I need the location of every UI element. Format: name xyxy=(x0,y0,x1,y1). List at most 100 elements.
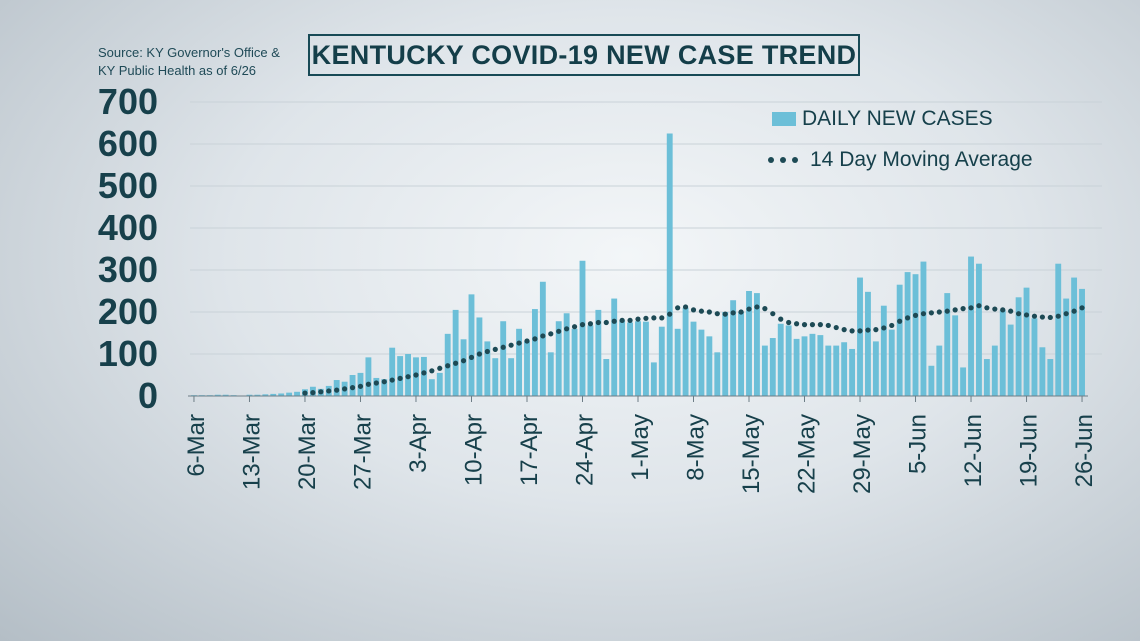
daily-case-bar xyxy=(785,325,792,396)
daily-case-bar xyxy=(468,294,475,396)
moving-average-point xyxy=(492,346,498,352)
moving-average-point xyxy=(508,342,514,348)
daily-case-bar xyxy=(1039,347,1046,396)
daily-case-bar xyxy=(817,335,824,396)
moving-average-point xyxy=(667,311,673,317)
moving-average-point xyxy=(659,315,665,321)
daily-case-bar xyxy=(857,277,863,396)
moving-average-point xyxy=(889,322,895,329)
moving-average-point xyxy=(1063,311,1069,317)
moving-average-point xyxy=(960,306,966,312)
daily-case-bar xyxy=(872,341,879,396)
daily-case-bar xyxy=(968,256,974,396)
source-note: Source: KY Governor's Office & KY Public… xyxy=(98,44,280,80)
daily-case-bar xyxy=(603,359,610,396)
moving-average-point xyxy=(968,305,974,311)
x-tick-label: 20-Mar xyxy=(294,414,321,490)
daily-case-bar xyxy=(246,394,253,396)
daily-case-bar xyxy=(706,336,713,396)
moving-average-point xyxy=(397,375,403,381)
daily-case-bar xyxy=(555,321,562,396)
daily-case-bar xyxy=(999,309,1006,396)
daily-case-bar xyxy=(991,345,998,396)
moving-average-point xyxy=(357,383,364,389)
daily-case-bar xyxy=(420,356,427,396)
legend-bar-swatch xyxy=(772,112,796,126)
daily-case-bar xyxy=(841,342,848,396)
moving-average-point xyxy=(801,322,808,328)
moving-average-point xyxy=(460,358,467,364)
moving-average-point xyxy=(310,390,316,396)
daily-case-bar xyxy=(452,309,459,396)
moving-average-point xyxy=(484,348,490,355)
moving-average-point xyxy=(762,306,768,312)
moving-average-point xyxy=(1000,307,1006,313)
moving-average-point xyxy=(706,309,712,315)
moving-average-point xyxy=(857,328,863,334)
x-tick-label: 19-Jun xyxy=(1016,414,1043,487)
moving-average-point xyxy=(540,333,546,339)
moving-average-point xyxy=(873,327,879,333)
daily-case-bar xyxy=(944,293,951,396)
daily-case-bar xyxy=(983,359,990,396)
daily-case-bar xyxy=(1047,359,1054,396)
daily-case-bar xyxy=(801,336,808,396)
moving-average-point xyxy=(651,315,657,321)
moving-average-point xyxy=(1047,314,1053,321)
daily-case-bar xyxy=(1015,297,1022,396)
legend-dots-swatch xyxy=(768,157,804,163)
moving-average-point xyxy=(429,368,435,374)
daily-case-bar xyxy=(722,312,729,396)
daily-case-bar xyxy=(611,298,618,396)
daily-case-bar xyxy=(436,372,443,396)
daily-case-bar xyxy=(214,394,221,396)
daily-case-bar xyxy=(682,307,689,396)
daily-case-bar xyxy=(912,274,919,396)
moving-average-point xyxy=(746,306,752,312)
daily-case-bar xyxy=(571,328,578,396)
chart-title: KENTUCKY COVID-19 NEW CASE TREND xyxy=(308,34,860,76)
legend-average-label: 14 Day Moving Average xyxy=(810,148,1033,171)
moving-average-point xyxy=(476,351,483,357)
y-tick-label: 400 xyxy=(98,207,158,248)
moving-average-point xyxy=(1016,311,1022,317)
x-tick-label: 26-Jun xyxy=(1071,414,1098,487)
moving-average-point xyxy=(365,381,372,387)
y-tick-label: 300 xyxy=(98,249,158,290)
daily-case-bar xyxy=(1055,263,1062,396)
moving-average-point xyxy=(690,307,697,313)
x-tick-label: 24-Apr xyxy=(571,414,598,486)
daily-case-bar xyxy=(960,367,967,396)
x-tick-label: 8-May xyxy=(683,414,710,481)
daily-case-bar xyxy=(579,260,586,396)
moving-average-point xyxy=(992,306,998,312)
moving-average-point xyxy=(1055,313,1061,319)
moving-average-point xyxy=(611,318,617,324)
moving-average-point xyxy=(881,325,887,331)
daily-case-bar xyxy=(928,365,935,396)
moving-average-point xyxy=(579,322,586,328)
daily-case-bar xyxy=(880,305,887,396)
daily-case-bar xyxy=(278,393,285,396)
moving-average-point xyxy=(833,324,839,331)
daily-case-bar xyxy=(619,320,626,396)
moving-average-point xyxy=(1008,308,1014,314)
moving-average-point xyxy=(682,304,689,310)
daily-case-bar xyxy=(635,321,641,396)
moving-average-point xyxy=(952,307,958,313)
moving-average-point xyxy=(786,319,792,326)
daily-case-bar xyxy=(690,321,697,396)
legend-bars: DAILY NEW CASES xyxy=(772,107,993,131)
moving-average-point xyxy=(904,315,911,321)
moving-average-point xyxy=(817,322,823,328)
moving-average-point xyxy=(897,318,903,324)
daily-case-bar xyxy=(920,261,927,396)
daily-case-bar xyxy=(373,377,380,396)
daily-case-bar xyxy=(833,345,840,396)
moving-average-point xyxy=(571,324,578,330)
daily-case-bar xyxy=(492,358,499,396)
y-tick-label: 500 xyxy=(98,165,158,206)
moving-average-point xyxy=(500,344,506,350)
daily-case-bar xyxy=(650,362,657,396)
daily-case-bar xyxy=(587,325,594,396)
